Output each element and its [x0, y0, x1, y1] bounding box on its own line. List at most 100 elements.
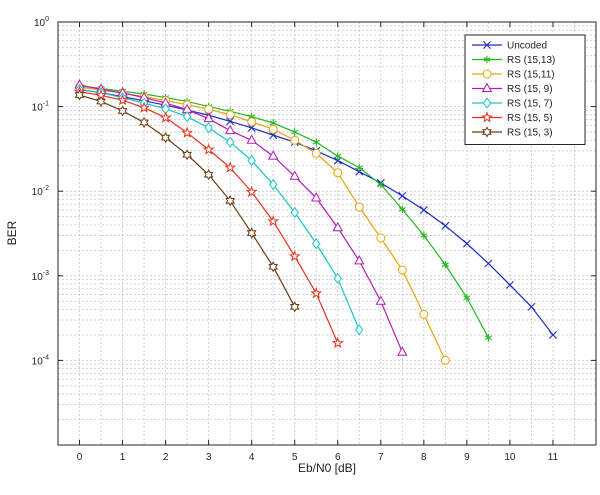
data-point	[267, 215, 280, 227]
data-point	[96, 95, 106, 108]
legend-label: RS (15, 9)	[507, 84, 553, 95]
data-point	[484, 259, 493, 268]
legend-item: RS (15, 7)	[472, 97, 553, 110]
data-point	[483, 41, 491, 49]
y-tick-label: 10-2	[32, 185, 49, 198]
data-point	[312, 138, 320, 146]
legend-item: RS (15, 3)	[472, 126, 553, 139]
x-tick-label: 3	[206, 452, 212, 463]
data-point	[267, 150, 279, 160]
data-point	[482, 126, 492, 138]
x-tick-label: 11	[548, 452, 559, 463]
data-point	[182, 149, 192, 161]
data-point	[202, 143, 215, 155]
data-point	[117, 105, 128, 117]
data-point	[333, 156, 342, 165]
data-point	[203, 168, 214, 181]
data-point	[420, 231, 428, 240]
data-point	[484, 334, 492, 342]
legend: Uncoded RS (15,13) RS (15,11) RS (15, 9) RS …	[464, 34, 586, 145]
data-point	[268, 124, 278, 134]
data-point	[377, 180, 385, 189]
data-point	[333, 168, 343, 178]
data-point	[159, 111, 172, 123]
data-point	[482, 69, 492, 79]
data-point	[481, 82, 493, 92]
data-point	[312, 238, 321, 250]
data-point	[355, 163, 363, 172]
legend-label: RS (15,13)	[507, 55, 555, 66]
x-tick-label: 7	[378, 452, 384, 463]
data-point	[204, 122, 213, 134]
data-point	[376, 233, 386, 243]
data-point	[440, 355, 450, 365]
series-line	[79, 84, 403, 353]
data-point	[398, 191, 407, 200]
legend-label: RS (15, 7)	[507, 99, 553, 110]
legend-label: Uncoded	[507, 41, 547, 52]
data-point	[225, 195, 236, 207]
data-point	[289, 301, 300, 313]
data-point	[116, 93, 129, 106]
data-point	[225, 110, 235, 120]
data-point	[226, 117, 235, 126]
data-point	[290, 135, 300, 145]
data-point	[310, 192, 322, 202]
data-point	[246, 134, 257, 144]
legend-label: RS (15, 3)	[507, 128, 553, 139]
data-point	[375, 295, 387, 305]
data-point	[225, 136, 235, 148]
legend-item: RS (15,11)	[472, 69, 555, 81]
data-point	[398, 205, 406, 214]
data-point	[181, 126, 194, 138]
x-tick-label: 1	[120, 452, 126, 463]
series-rs-15-3	[74, 89, 300, 313]
y-tick-label: 10-4	[32, 354, 49, 367]
series-group	[73, 79, 557, 365]
x-tick-label: 0	[77, 452, 83, 463]
y-axis-label: BER	[5, 220, 19, 245]
data-point	[247, 154, 256, 167]
data-point	[334, 152, 342, 160]
legend-item: RS (15, 5)	[472, 111, 553, 124]
data-point	[397, 346, 408, 356]
data-point	[160, 131, 171, 144]
data-point	[245, 185, 258, 198]
data-point	[354, 202, 364, 212]
plot-frame	[57, 21, 597, 446]
legend-label: RS (15,11)	[507, 70, 555, 81]
data-point	[548, 330, 557, 339]
data-point	[331, 336, 344, 349]
y-tick-label: 10-1	[32, 101, 49, 114]
legend-item: Uncoded	[472, 41, 547, 52]
y-tick-label: 10-3	[32, 270, 49, 283]
legend-item: RS (15, 9)	[472, 82, 553, 95]
data-point	[289, 170, 300, 180]
data-point	[224, 161, 237, 173]
data-point	[419, 309, 429, 319]
data-point	[268, 178, 278, 191]
data-point	[246, 227, 257, 239]
data-point	[333, 272, 342, 285]
series-rs-15-9	[74, 79, 408, 356]
data-point	[288, 250, 301, 262]
data-point	[441, 260, 449, 269]
data-point	[224, 124, 236, 135]
data-point	[290, 206, 299, 219]
data-point	[355, 324, 364, 336]
x-axis-label: Eb/N0 [dB]	[298, 461, 356, 475]
x-tick-label: 2	[163, 452, 169, 463]
data-point	[419, 205, 428, 214]
x-tick-label: 6	[335, 452, 341, 463]
data-point	[74, 89, 85, 101]
data-point	[138, 101, 151, 113]
x-tick-label: 4	[249, 452, 255, 463]
data-point	[204, 104, 214, 114]
data-point	[332, 221, 344, 232]
y-tick-label: 100	[34, 16, 49, 29]
data-point	[203, 112, 214, 123]
data-point	[481, 111, 493, 123]
data-point	[441, 221, 450, 230]
x-tick-label: 9	[464, 452, 470, 463]
data-point	[527, 302, 536, 311]
